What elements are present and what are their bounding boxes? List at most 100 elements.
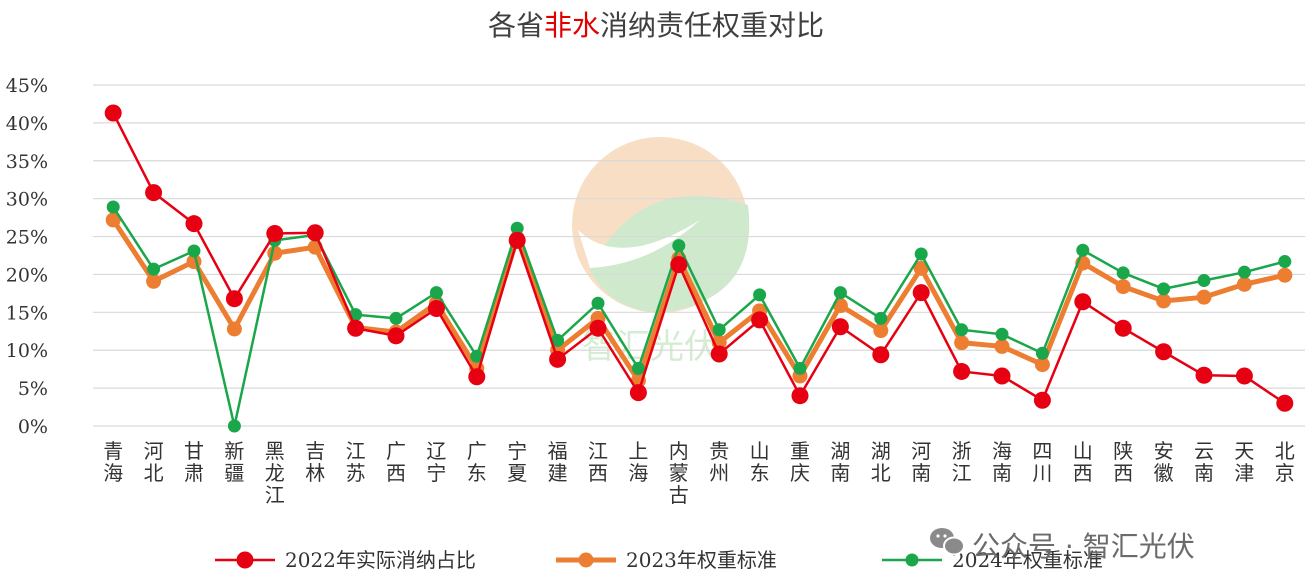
data-point <box>913 260 929 276</box>
data-point <box>993 367 1011 385</box>
data-point <box>1237 265 1251 279</box>
x-tick-label: 新疆 <box>224 439 244 485</box>
legend-item: 2023年权重标准 <box>556 548 777 572</box>
data-point <box>953 362 971 380</box>
data-point <box>104 104 122 122</box>
legend-marker <box>236 551 254 569</box>
data-point <box>672 239 686 253</box>
x-tick-label: 广西 <box>386 439 406 485</box>
legend-marker <box>578 552 594 568</box>
x-tick-label: 湖北 <box>871 439 891 485</box>
data-point <box>1155 343 1173 361</box>
data-point <box>874 311 888 325</box>
data-point <box>793 361 807 375</box>
data-point <box>146 273 162 289</box>
chart-title: 各省非水消纳责任权重对比 <box>488 9 824 42</box>
data-point <box>508 231 526 249</box>
x-tick-label: 辽宁 <box>426 439 446 485</box>
series-group <box>104 104 1294 433</box>
y-tick-label: 35% <box>6 151 48 173</box>
data-point <box>1236 276 1252 292</box>
data-point <box>427 300 445 318</box>
data-point <box>226 321 242 337</box>
data-point <box>387 327 405 345</box>
data-point <box>872 346 890 364</box>
data-point <box>670 256 688 274</box>
x-tick-label: 重庆 <box>790 439 810 485</box>
data-point <box>995 327 1009 341</box>
data-point <box>145 184 163 202</box>
data-point <box>591 296 605 310</box>
data-point <box>106 200 120 214</box>
x-tick-label: 广东 <box>467 439 487 485</box>
data-point <box>629 384 647 402</box>
x-tick-label: 陕西 <box>1113 439 1133 485</box>
data-point <box>712 323 726 337</box>
x-tick-label: 上海 <box>628 439 648 485</box>
data-point <box>1156 293 1172 309</box>
data-point <box>1197 274 1211 288</box>
data-point <box>955 323 969 337</box>
data-point <box>347 319 365 337</box>
data-point <box>1278 255 1292 269</box>
logo-leaf-green <box>590 195 750 313</box>
legend-label: 2023年权重标准 <box>626 548 777 572</box>
data-point <box>631 361 645 375</box>
series-2024 <box>106 200 1292 433</box>
social-watermark: 公众号 · 智汇光伏 <box>930 528 1195 563</box>
x-tick-label: 山西 <box>1073 439 1093 485</box>
data-point <box>227 419 241 433</box>
data-point <box>791 387 809 405</box>
x-tick-label: 甘肃 <box>184 439 204 485</box>
x-tick-label: 青海 <box>103 439 123 485</box>
data-point <box>1035 346 1049 360</box>
x-tick-label: 浙江 <box>952 439 972 485</box>
x-tick-label: 内蒙古 <box>669 439 689 507</box>
legend-item: 2024年权重标准 <box>882 548 1103 572</box>
y-tick-label: 0% <box>18 416 48 438</box>
y-tick-label: 10% <box>6 340 48 362</box>
data-point <box>833 286 847 300</box>
data-point <box>954 335 970 351</box>
legend-item: 2022年实际消纳占比 <box>215 548 476 572</box>
data-point <box>1114 319 1132 337</box>
title-accent: 非水 <box>544 9 600 42</box>
x-tick-label: 河南 <box>911 439 931 485</box>
data-point <box>429 286 443 300</box>
x-tick-label: 海南 <box>992 439 1012 485</box>
x-tick-label: 北京 <box>1275 439 1295 485</box>
data-point <box>873 323 889 339</box>
data-point <box>753 288 767 302</box>
legend-label: 2024年权重标准 <box>952 548 1103 572</box>
x-tick-label: 天津 <box>1234 439 1254 485</box>
data-point <box>831 318 849 336</box>
data-point <box>470 349 484 363</box>
data-point <box>914 247 928 261</box>
data-point <box>1157 282 1171 296</box>
data-point <box>1196 289 1212 305</box>
x-tick-label: 吉林 <box>305 439 325 485</box>
data-point <box>912 284 930 302</box>
data-point <box>185 215 203 233</box>
data-point <box>266 225 284 243</box>
wechat-icon <box>930 528 965 556</box>
data-point <box>994 338 1010 354</box>
x-tick-label: 山东 <box>750 439 770 485</box>
title-prefix: 各省 <box>488 9 544 42</box>
x-tick-label: 福建 <box>548 439 568 485</box>
data-point <box>710 345 728 363</box>
data-point <box>267 245 283 261</box>
y-tick-label: 25% <box>6 227 48 249</box>
y-tick-label: 15% <box>6 302 48 324</box>
data-point <box>589 319 607 337</box>
y-tick-label: 45% <box>6 75 48 97</box>
data-point <box>751 311 769 329</box>
data-point <box>1116 266 1130 280</box>
data-point <box>1276 394 1294 412</box>
data-point <box>225 290 243 308</box>
y-tick-label: 40% <box>6 113 48 135</box>
data-point <box>187 244 201 258</box>
data-point <box>147 262 161 276</box>
